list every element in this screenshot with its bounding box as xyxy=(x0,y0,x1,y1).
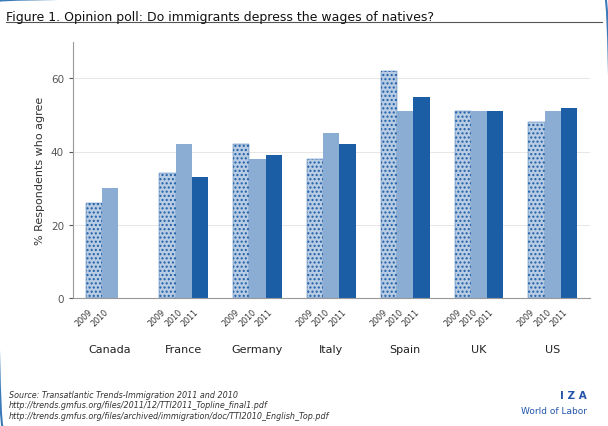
Text: 2010: 2010 xyxy=(163,307,184,328)
Text: 2009: 2009 xyxy=(294,307,315,328)
Text: Italy: Italy xyxy=(319,344,344,354)
Text: 2011: 2011 xyxy=(475,307,496,328)
Text: 2009: 2009 xyxy=(442,307,463,328)
Text: 2011: 2011 xyxy=(253,307,274,328)
Text: US: US xyxy=(545,344,561,354)
Bar xyxy=(323,134,339,298)
Text: 2009: 2009 xyxy=(516,307,537,328)
Bar xyxy=(307,159,323,298)
Text: Canada: Canada xyxy=(89,344,131,354)
Text: Germany: Germany xyxy=(232,344,283,354)
Text: 2009: 2009 xyxy=(147,307,167,328)
Bar xyxy=(413,98,429,298)
Bar xyxy=(455,112,471,298)
Bar xyxy=(528,123,545,298)
Text: Source: Transatlantic Trends-Immigration 2011 and 2010
http://trends.gmfus.org/f: Source: Transatlantic Trends-Immigration… xyxy=(9,390,330,420)
Bar xyxy=(233,145,249,298)
Text: 2010: 2010 xyxy=(458,307,479,328)
Bar xyxy=(159,174,176,298)
Bar xyxy=(192,178,208,298)
Text: UK: UK xyxy=(471,344,487,354)
Text: 2010: 2010 xyxy=(311,307,331,328)
Text: 2009: 2009 xyxy=(221,307,241,328)
Text: 2011: 2011 xyxy=(548,307,569,328)
Bar xyxy=(397,112,413,298)
Text: 2009: 2009 xyxy=(73,307,94,328)
Text: 2010: 2010 xyxy=(89,307,110,328)
Text: France: France xyxy=(165,344,202,354)
Bar xyxy=(339,145,356,298)
Text: 2011: 2011 xyxy=(401,307,421,328)
Bar xyxy=(176,145,192,298)
Text: 2010: 2010 xyxy=(237,307,258,328)
Text: 2010: 2010 xyxy=(385,307,405,328)
Bar xyxy=(487,112,503,298)
Text: Figure 1. Opinion poll: Do immigrants depress the wages of natives?: Figure 1. Opinion poll: Do immigrants de… xyxy=(6,11,434,23)
Bar xyxy=(102,189,118,298)
Bar xyxy=(561,108,577,298)
Bar xyxy=(266,156,282,298)
Text: 2011: 2011 xyxy=(179,307,200,328)
Bar xyxy=(249,159,266,298)
Text: 2011: 2011 xyxy=(327,307,348,328)
Bar xyxy=(545,112,561,298)
Text: 2009: 2009 xyxy=(368,307,389,328)
Text: 2010: 2010 xyxy=(532,307,553,328)
Text: World of Labor: World of Labor xyxy=(520,406,587,415)
Text: I Z A: I Z A xyxy=(560,391,587,400)
Y-axis label: % Respondents who agree: % Respondents who agree xyxy=(35,96,45,245)
Text: Spain: Spain xyxy=(390,344,421,354)
Bar xyxy=(86,203,102,298)
Bar xyxy=(471,112,487,298)
Bar xyxy=(381,72,397,298)
